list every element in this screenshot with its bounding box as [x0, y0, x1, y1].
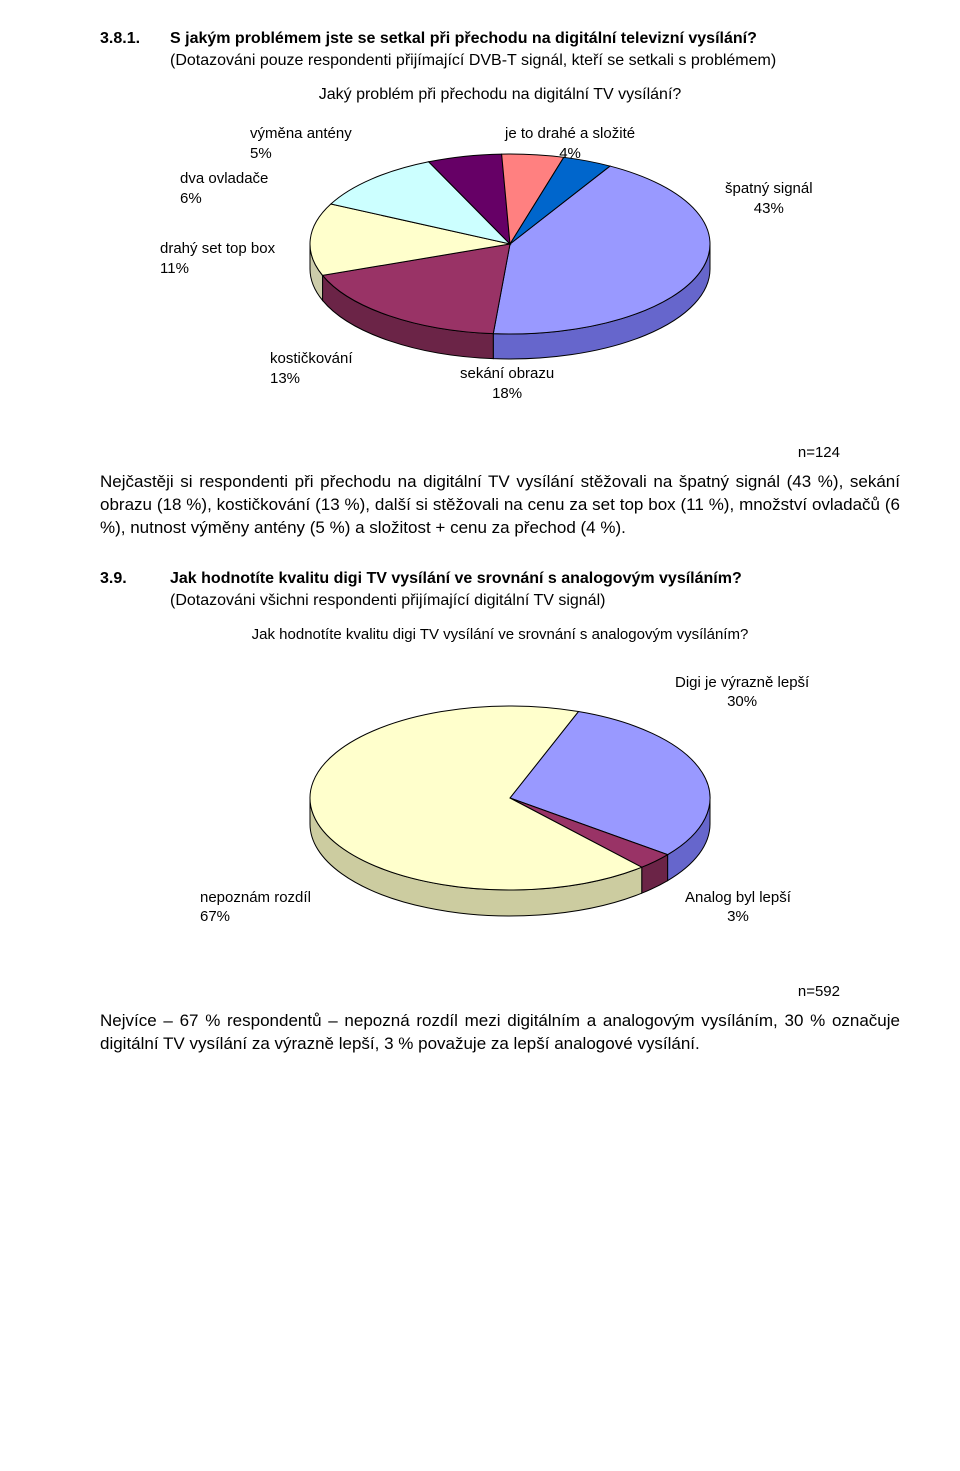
chart2-label-digi: Digi je výrazně lepší 30% [675, 673, 809, 712]
chart1-label-sekani: sekání obrazu 18% [460, 364, 554, 403]
section1-subtitle: (Dotazováni pouze respondenti přijímajíc… [170, 52, 900, 70]
chart1-n: n=124 [100, 444, 840, 461]
chart1-label-ovladace: dva ovladače 6% [180, 169, 268, 208]
chart1-area: je to drahé a složité 4% výměna antény 5… [140, 124, 860, 424]
section1-number: 3.8.1. [100, 30, 170, 48]
chart1-label-drahe: je to drahé a složité 4% [505, 124, 635, 163]
section2-number: 3.9. [100, 570, 170, 588]
chart2-label-analog: Analog byl lepší 3% [685, 888, 791, 927]
chart2-n: n=592 [100, 983, 840, 1000]
chart1-label-anteny: výměna antény 5% [250, 124, 352, 163]
chart1-label-spatny: špatný signál 43% [725, 179, 813, 218]
section1-heading: 3.8.1. S jakým problémem jste se setkal … [100, 30, 900, 48]
chart2-area: Digi je výrazně lepší 30% Analog byl lep… [140, 663, 860, 963]
section1-title: S jakým problémem jste se setkal při pře… [170, 30, 757, 48]
section2-subtitle: (Dotazováni všichni respondenti přijímaj… [170, 592, 900, 610]
chart1-title: Jaký problém při přechodu na digitální T… [100, 86, 900, 104]
section1-paragraph: Nejčastěji si respondenti při přechodu n… [100, 471, 900, 540]
section2-title: Jak hodnotíte kvalitu digi TV vysílání v… [170, 570, 742, 588]
chart2-label-nepoznam: nepoznám rozdíl 67% [200, 888, 311, 927]
section2-heading: 3.9. Jak hodnotíte kvalitu digi TV vysíl… [100, 570, 900, 588]
chart1-label-kosticky: kostičkování 13% [270, 349, 353, 388]
section2-paragraph: Nejvíce – 67 % respondentů – nepozná roz… [100, 1010, 900, 1056]
chart1-label-settop: drahý set top box 11% [160, 239, 275, 278]
chart2-title: Jak hodnotíte kvalitu digi TV vysílání v… [100, 626, 900, 643]
document-page: 3.8.1. S jakým problémem jste se setkal … [0, 0, 960, 1086]
